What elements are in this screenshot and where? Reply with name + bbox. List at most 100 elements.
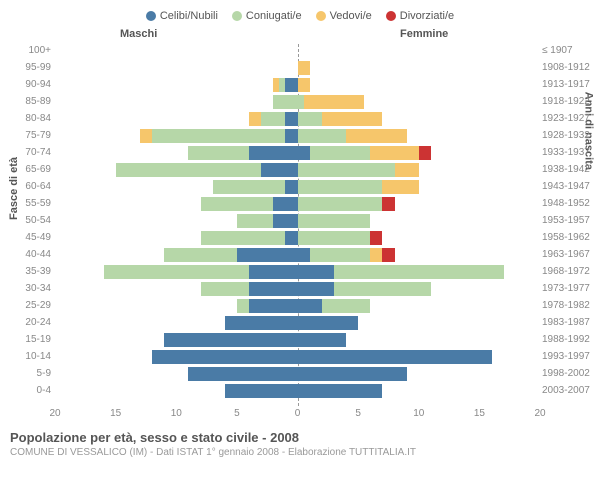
birth-year-label: 1963-1967 — [542, 248, 598, 262]
age-row: 45-491958-1962 — [55, 231, 540, 245]
bar-segment — [334, 282, 431, 296]
male-bar — [55, 367, 298, 381]
bar-segment — [310, 248, 371, 262]
age-row: 70-741933-1937 — [55, 146, 540, 160]
age-label: 40-44 — [7, 248, 51, 262]
x-tick-label: 10 — [171, 408, 182, 419]
female-bar — [298, 299, 541, 313]
age-row: 80-841923-1927 — [55, 112, 540, 126]
bar-segment — [201, 231, 286, 245]
bar-segment — [249, 265, 298, 279]
male-bar — [55, 350, 298, 364]
bar-segment — [298, 180, 383, 194]
birth-year-label: 1928-1932 — [542, 129, 598, 143]
male-bar — [55, 112, 298, 126]
female-bar — [298, 316, 541, 330]
bar-segment — [298, 384, 383, 398]
birth-year-label: 1993-1997 — [542, 350, 598, 364]
age-label: 10-14 — [7, 350, 51, 364]
bar-segment — [249, 299, 298, 313]
female-bar — [298, 44, 541, 58]
bar-segment — [261, 112, 285, 126]
legend: Celibi/NubiliConiugati/eVedovi/eDivorzia… — [0, 10, 600, 22]
age-label: 95-99 — [7, 61, 51, 75]
birth-year-label: 1943-1947 — [542, 180, 598, 194]
bar-segment — [188, 367, 297, 381]
age-row: 25-291978-1982 — [55, 299, 540, 313]
age-row: 30-341973-1977 — [55, 282, 540, 296]
female-bar — [298, 112, 541, 126]
legend-swatch — [232, 11, 242, 21]
bar-segment — [285, 231, 297, 245]
age-row: 60-641943-1947 — [55, 180, 540, 194]
birth-year-label: 1958-1962 — [542, 231, 598, 245]
bar-segment — [370, 248, 382, 262]
bar-segment — [188, 146, 249, 160]
bar-segment — [298, 333, 347, 347]
female-bar — [298, 78, 541, 92]
female-header: Femmine — [400, 28, 448, 40]
bar-segment — [285, 112, 297, 126]
bar-segment — [201, 197, 274, 211]
bar-segment — [140, 129, 152, 143]
age-row: 90-941913-1917 — [55, 78, 540, 92]
legend-label: Coniugati/e — [246, 10, 302, 22]
age-label: 25-29 — [7, 299, 51, 313]
birth-year-label: 1998-2002 — [542, 367, 598, 381]
bar-segment — [382, 248, 394, 262]
age-label: 30-34 — [7, 282, 51, 296]
age-row: 50-541953-1957 — [55, 214, 540, 228]
bar-segment — [298, 112, 322, 126]
population-pyramid-chart: Celibi/NubiliConiugati/eVedovi/eDivorzia… — [0, 0, 600, 500]
female-bar — [298, 265, 541, 279]
bar-segment — [298, 61, 310, 75]
x-tick-label: 15 — [110, 408, 121, 419]
x-axis: 201510505101520 — [55, 408, 540, 424]
bar-segment — [298, 282, 334, 296]
gender-headers: Maschi Femmine — [0, 28, 600, 42]
age-label: 20-24 — [7, 316, 51, 330]
female-bar — [298, 248, 541, 262]
bar-segment — [152, 350, 298, 364]
legend-label: Divorziati/e — [400, 10, 454, 22]
age-row: 10-141993-1997 — [55, 350, 540, 364]
female-bar — [298, 61, 541, 75]
male-bar — [55, 180, 298, 194]
female-bar — [298, 384, 541, 398]
age-label: 35-39 — [7, 265, 51, 279]
birth-year-label: 1973-1977 — [542, 282, 598, 296]
age-row: 85-891918-1922 — [55, 95, 540, 109]
male-bar — [55, 248, 298, 262]
birth-year-label: 1933-1937 — [542, 146, 598, 160]
bar-segment — [237, 299, 249, 313]
legend-swatch — [316, 11, 326, 21]
bar-segment — [225, 316, 298, 330]
bar-segment — [346, 129, 407, 143]
bar-segment — [249, 282, 298, 296]
age-row: 20-241983-1987 — [55, 316, 540, 330]
age-label: 5-9 — [7, 367, 51, 381]
male-bar — [55, 333, 298, 347]
legend-item: Vedovi/e — [316, 10, 372, 22]
male-bar — [55, 384, 298, 398]
male-bar — [55, 129, 298, 143]
x-tick-label: 15 — [474, 408, 485, 419]
bar-segment — [249, 112, 261, 126]
birth-year-label: 1923-1927 — [542, 112, 598, 126]
bar-segment — [304, 95, 365, 109]
bar-segment — [419, 146, 431, 160]
bar-segment — [298, 231, 371, 245]
chart-subtitle: COMUNE DI VESSALICO (IM) - Dati ISTAT 1°… — [10, 447, 600, 458]
bar-segment — [298, 299, 322, 313]
male-bar — [55, 146, 298, 160]
birth-year-label: 1978-1982 — [542, 299, 598, 313]
age-row: 100+≤ 1907 — [55, 44, 540, 58]
bar-segment — [285, 78, 297, 92]
female-bar — [298, 197, 541, 211]
age-label: 50-54 — [7, 214, 51, 228]
bar-segment — [298, 350, 492, 364]
x-tick-label: 20 — [534, 408, 545, 419]
male-bar — [55, 197, 298, 211]
male-bar — [55, 61, 298, 75]
female-bar — [298, 367, 541, 381]
